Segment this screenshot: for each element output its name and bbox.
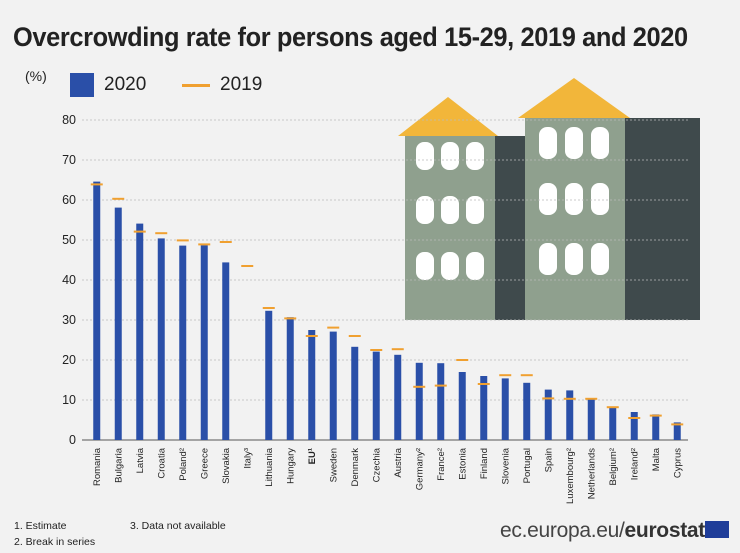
bar-2020-25: [630, 412, 638, 440]
x-tick-label: Cyprus: [672, 448, 683, 478]
x-tick-label: Ireland²: [629, 448, 640, 480]
chart-title: Overcrowding rate for persons aged 15-29…: [13, 22, 688, 52]
x-tick-label: Malta: [651, 447, 662, 471]
house-right-side: [625, 118, 700, 320]
brand-domain: ec.europa.eu/: [500, 519, 625, 542]
y-tick-label: 70: [62, 153, 76, 167]
bar-2020-12: [351, 346, 359, 440]
legend-label-2019: 2019: [220, 74, 263, 95]
x-tick-label: Estonia: [457, 447, 468, 479]
bar-2020-23: [587, 398, 595, 440]
note-estimate: 1. Estimate: [14, 520, 67, 532]
bar-2020-8: [265, 310, 273, 440]
x-tick-label: Luxembourg²: [565, 448, 576, 504]
bar-2020-14: [394, 354, 402, 440]
y-axis-ticks: 0 10 20 30 40 50 60 70 80: [62, 113, 76, 447]
windows: [416, 127, 609, 280]
x-tick-label: Italy³: [242, 448, 253, 469]
y-tick-label: 80: [62, 113, 76, 127]
y-axis-unit: (%): [25, 68, 47, 84]
eu-flag-icon: [705, 521, 729, 538]
eurostat-brand[interactable]: ec.europa.eu/eurostat: [500, 519, 705, 543]
bar-2020-22: [566, 390, 574, 440]
x-tick-label: EU¹: [307, 448, 318, 464]
roof-left: [398, 97, 498, 136]
y-tick-label: 0: [69, 433, 76, 447]
x-tick-label: Poland²: [178, 448, 189, 481]
bar-2020-19: [501, 378, 509, 440]
y-tick-label: 10: [62, 393, 76, 407]
note-break-in-series: 2. Break in series: [14, 536, 96, 548]
x-tick-label: Bulgaria: [113, 447, 124, 483]
roof-right: [518, 78, 630, 118]
x-tick-label: Latvia: [135, 447, 146, 473]
x-tick-label: Belgium²: [608, 448, 619, 486]
bar-2020-17: [458, 372, 466, 440]
bar-2020-18: [480, 376, 488, 440]
bar-2020-6: [222, 262, 230, 440]
bar-2020-10: [308, 330, 316, 440]
x-tick-label: Greece: [199, 448, 210, 479]
x-tick-label: Romania: [92, 447, 103, 486]
x-tick-label: Lithuania: [264, 447, 275, 486]
y-tick-label: 50: [62, 233, 76, 247]
bar-2020-4: [179, 245, 187, 440]
bar-2020-9: [286, 317, 294, 440]
bars-2020: [93, 181, 681, 440]
bar-2020-1: [114, 207, 122, 440]
bar-2020-11: [329, 331, 337, 440]
x-tick-label: Germany²: [414, 448, 425, 490]
bar-2020-2: [136, 223, 144, 440]
bar-2020-5: [200, 245, 208, 440]
x-tick-label: Austria: [393, 447, 404, 477]
building-illustration: [398, 78, 700, 320]
bar-2020-3: [157, 238, 165, 440]
y-tick-label: 30: [62, 313, 76, 327]
markers-2019: [90, 183, 684, 426]
x-tick-label: Netherlands: [586, 448, 597, 499]
x-tick-label: Croatia: [156, 447, 167, 478]
bar-2020-15: [415, 362, 423, 440]
x-tick-label: Finland: [479, 448, 490, 479]
x-tick-label: Slovenia: [500, 447, 511, 484]
bar-2020-20: [523, 382, 531, 440]
bar-2020-0: [93, 181, 101, 440]
bar-2020-16: [437, 363, 445, 440]
y-tick-label: 60: [62, 193, 76, 207]
brand-name: eurostat: [624, 519, 706, 542]
x-tick-label: Portugal: [522, 448, 533, 483]
y-tick-label: 20: [62, 353, 76, 367]
x-tick-label: Slovakia: [221, 447, 232, 484]
x-tick-label: Czechia: [371, 447, 382, 482]
legend-line-swatch: [182, 83, 210, 87]
legend-2019: 2019: [182, 72, 262, 98]
x-tick-label: France²: [436, 448, 447, 481]
bar-2020-13: [372, 351, 380, 440]
x-tick-label: Sweden: [328, 448, 339, 482]
x-tick-label: Spain: [543, 448, 554, 472]
legend-2020: 2020: [70, 72, 146, 98]
x-axis-labels: Romania Bulgaria Latvia Croatia Poland² Greec…: [92, 447, 684, 504]
note-not-available: 3. Data not available: [130, 520, 226, 532]
y-tick-label: 40: [62, 273, 76, 287]
x-tick-label: Hungary: [285, 448, 296, 484]
bar-2020-26: [652, 414, 660, 440]
bar-2020-21: [544, 389, 552, 440]
bar-2020-24: [609, 408, 617, 440]
legend-label-2020: 2020: [104, 74, 147, 95]
bar-2020-27: [673, 422, 681, 440]
x-tick-label: Denmark: [350, 448, 361, 487]
legend-bar-swatch: [70, 73, 94, 97]
